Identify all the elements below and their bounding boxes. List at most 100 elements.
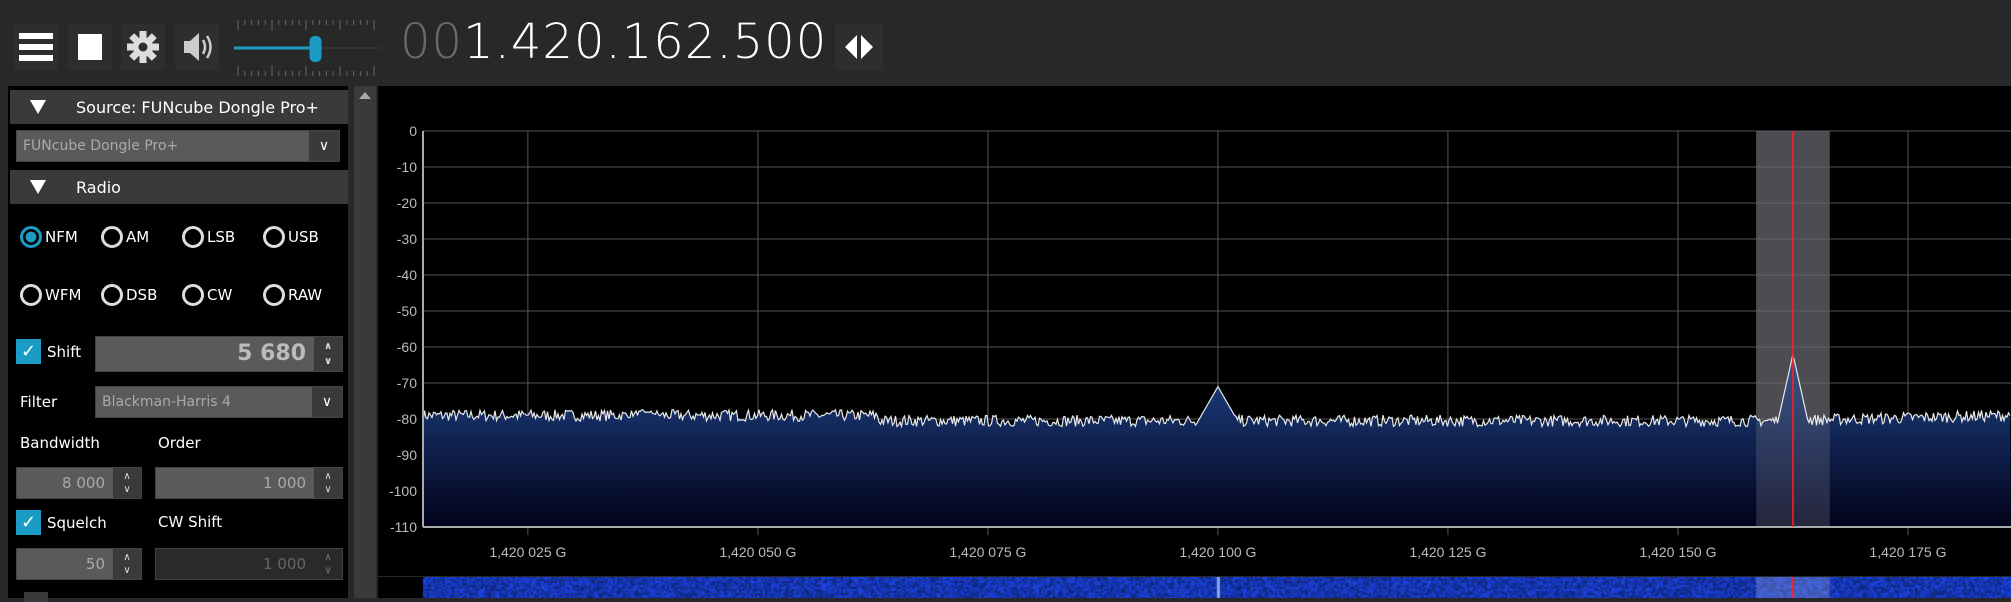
radio-header[interactable]: Radio bbox=[10, 170, 348, 204]
y-tick-label: -30 bbox=[397, 231, 417, 247]
mode-label: RAW bbox=[288, 286, 323, 304]
menu-icon bbox=[19, 33, 53, 61]
mode-radio-nfm[interactable]: NFM bbox=[20, 226, 78, 248]
source-header[interactable]: Source: FUNcube Dongle Pro+ bbox=[10, 90, 348, 124]
mode-label: WFM bbox=[45, 286, 82, 304]
radio-circle-icon bbox=[20, 284, 42, 306]
order-input[interactable]: 1 000 ∧ ∨ bbox=[155, 467, 343, 499]
y-tick-label: -80 bbox=[397, 411, 417, 427]
radio-circle-icon bbox=[101, 284, 123, 306]
stop-button[interactable] bbox=[68, 24, 112, 70]
mode-label: AM bbox=[126, 228, 150, 246]
volume-slider[interactable] bbox=[234, 18, 380, 78]
squelch-input[interactable]: 50 ∧ ∨ bbox=[16, 548, 142, 580]
radio-circle-icon bbox=[182, 284, 204, 306]
radio-circle-icon bbox=[263, 226, 285, 248]
tuning-step-button[interactable] bbox=[835, 24, 883, 70]
filter-value: Blackman-Harris 4 bbox=[102, 394, 231, 410]
menu-button[interactable] bbox=[14, 24, 58, 70]
cw-shift-value: 1 000 bbox=[263, 555, 306, 573]
left-right-arrows-icon bbox=[845, 35, 873, 59]
mode-radio-usb[interactable]: USB bbox=[263, 226, 319, 248]
shift-input[interactable]: 5 680 ∧ ∨ bbox=[95, 336, 343, 372]
speaker-icon bbox=[184, 33, 212, 61]
bandwidth-label: Bandwidth bbox=[20, 434, 100, 452]
frequency-display[interactable]: 001.420.162.500 bbox=[400, 14, 827, 70]
checkmark-icon: ✓ bbox=[16, 339, 41, 364]
spin-arrows-icon[interactable]: ∧ ∨ bbox=[113, 468, 141, 498]
spin-arrows-icon[interactable]: ∧ ∨ bbox=[314, 468, 342, 498]
x-tick-label: 1,420 025 G bbox=[489, 544, 566, 560]
stop-icon bbox=[78, 34, 102, 60]
cw-shift-input: 1 000 ∧ ∨ bbox=[155, 548, 343, 580]
checkmark-icon: ✓ bbox=[16, 510, 41, 535]
y-tick-label: -60 bbox=[397, 339, 417, 355]
radio-circle-icon bbox=[182, 226, 204, 248]
squelch-label: Squelch bbox=[47, 513, 107, 532]
bandwidth-input[interactable]: 8 000 ∧ ∨ bbox=[16, 467, 142, 499]
mode-radio-cw[interactable]: CW bbox=[182, 284, 232, 306]
source-header-label: Source: FUNcube Dongle Pro+ bbox=[76, 97, 319, 117]
mode-label: NFM bbox=[45, 228, 78, 246]
device-select[interactable]: FUNcube Dongle Pro+ ∨ bbox=[16, 130, 340, 162]
y-tick-label: -110 bbox=[390, 519, 417, 535]
x-tick-label: 1,420 075 G bbox=[949, 544, 1026, 560]
x-tick-label: 1,420 175 G bbox=[1869, 544, 1946, 560]
order-value: 1 000 bbox=[263, 474, 306, 492]
squelch-value: 50 bbox=[85, 555, 105, 573]
radio-circle-icon bbox=[263, 284, 285, 306]
gear-icon bbox=[127, 31, 159, 63]
waterfall[interactable] bbox=[378, 577, 2011, 598]
mode-radio-lsb[interactable]: LSB bbox=[182, 226, 235, 248]
chevron-down-icon: ∨ bbox=[312, 387, 342, 417]
shift-label: Shift bbox=[47, 342, 82, 361]
y-tick-label: -20 bbox=[397, 195, 417, 211]
radio-circle-icon bbox=[20, 226, 42, 248]
radio-circle-icon bbox=[101, 226, 123, 248]
spectrum-plot[interactable]: 0 -10 -20 -30 -40 -50 -60 -70 -80 -90 -100 -110 1,42… bbox=[378, 86, 2011, 576]
mode-label: LSB bbox=[207, 228, 236, 246]
filter-select[interactable]: Blackman-Harris 4 ∨ bbox=[95, 386, 343, 418]
order-label: Order bbox=[158, 434, 201, 452]
control-panel: Source: FUNcube Dongle Pro+ FUNcube Dong… bbox=[8, 86, 348, 602]
y-tick-label: 0 bbox=[409, 123, 417, 139]
mode-label: DSB bbox=[126, 286, 158, 304]
mode-label: USB bbox=[288, 228, 319, 246]
checkbox-partial[interactable] bbox=[24, 592, 48, 602]
panel-scrollbar[interactable] bbox=[354, 86, 376, 598]
x-tick-label: 1,420 050 G bbox=[719, 544, 796, 560]
chevron-down-icon: ∨ bbox=[309, 131, 339, 161]
y-tick-label: -100 bbox=[389, 483, 417, 499]
spin-arrows-icon[interactable]: ∧ ∨ bbox=[113, 549, 141, 579]
spin-arrows-icon: ∧ ∨ bbox=[314, 549, 342, 579]
mode-radio-raw[interactable]: RAW bbox=[263, 284, 322, 306]
shift-value: 5 680 bbox=[237, 341, 306, 366]
mute-button[interactable] bbox=[175, 24, 219, 70]
collapse-triangle-icon bbox=[30, 100, 46, 114]
shift-checkbox[interactable]: ✓ Shift bbox=[16, 339, 81, 364]
spin-arrows-icon[interactable]: ∧ ∨ bbox=[314, 337, 342, 371]
y-tick-label: -70 bbox=[397, 375, 417, 391]
squelch-checkbox[interactable]: ✓ Squelch bbox=[16, 510, 107, 535]
radio-header-label: Radio bbox=[76, 177, 121, 197]
bandwidth-value: 8 000 bbox=[62, 474, 105, 492]
settings-button[interactable] bbox=[121, 24, 165, 70]
spectrum-line bbox=[422, 354, 2011, 429]
x-tick-label: 1,420 125 G bbox=[1409, 544, 1486, 560]
spectrum-fill bbox=[423, 356, 2011, 527]
mode-radio-wfm[interactable]: WFM bbox=[20, 284, 81, 306]
filter-label: Filter bbox=[20, 393, 58, 411]
scroll-up-icon[interactable] bbox=[359, 92, 371, 99]
y-tick-label: -90 bbox=[397, 447, 417, 463]
mode-label: CW bbox=[207, 286, 233, 304]
frequency-leading-zeros: 00 bbox=[400, 14, 464, 70]
mode-radio-am[interactable]: AM bbox=[101, 226, 149, 248]
mode-radio-dsb[interactable]: DSB bbox=[101, 284, 157, 306]
frequency-value: 1.420.162.500 bbox=[463, 14, 828, 70]
device-value: FUNcube Dongle Pro+ bbox=[23, 138, 179, 154]
collapse-triangle-icon bbox=[30, 180, 46, 194]
cw-shift-label: CW Shift bbox=[158, 513, 223, 531]
y-tick-label: -40 bbox=[397, 267, 417, 283]
x-tick-label: 1,420 150 G bbox=[1639, 544, 1716, 560]
slider-handle bbox=[309, 36, 322, 62]
